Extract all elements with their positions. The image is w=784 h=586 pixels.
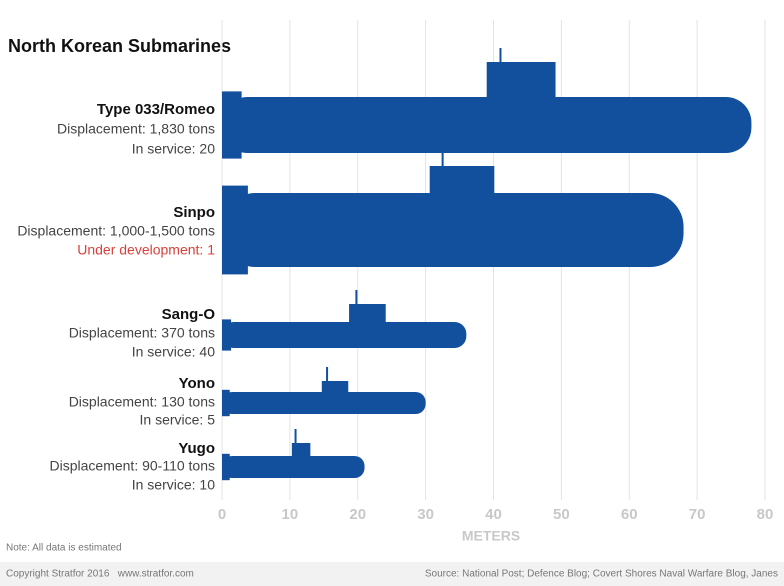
source: Source: National Post; Defence Blog; Cov… [425, 569, 778, 580]
chart-title: North Korean Submarines [8, 36, 231, 56]
x-axis-label: METERS [462, 528, 520, 544]
submarine-detail: In service: 10 [132, 477, 215, 493]
submarine-detail: In service: 40 [132, 344, 215, 360]
submarine-detail: Under development: 1 [77, 242, 215, 258]
x-tick-label: 50 [553, 506, 570, 523]
x-tick-label: 20 [349, 506, 366, 523]
x-tick-label: 10 [282, 506, 299, 523]
x-tick-label: 30 [417, 506, 434, 523]
submarine-name: Type 033/Romeo [97, 101, 215, 118]
x-tick-label: 60 [621, 506, 638, 523]
x-tick-label: 80 [757, 506, 774, 523]
submarine-detail: Displacement: 370 tons [69, 325, 215, 341]
x-tick-label: 70 [689, 506, 706, 523]
submarine-detail: Displacement: 130 tons [69, 394, 215, 410]
stern [222, 453, 230, 481]
stern [222, 319, 232, 351]
labels: Type 033/Romeo Displacement: 1,830 tons In… [17, 101, 215, 493]
submarine-detail: In service: 5 [140, 412, 216, 428]
x-tick-label: 40 [485, 506, 502, 523]
stern [222, 91, 242, 159]
submarine-name: Sang-O [162, 306, 216, 323]
stern [222, 389, 230, 417]
stern [222, 185, 248, 275]
submarine-detail: Displacement: 1,000-1,500 tons [17, 223, 215, 239]
submarine-detail: In service: 20 [132, 141, 215, 157]
submarine-hull [222, 392, 426, 414]
footer-band [0, 562, 784, 586]
note: Note: All data is estimated [6, 543, 122, 554]
x-tick-label: 0 [218, 506, 226, 523]
submarine-name: Sinpo [173, 204, 215, 221]
submarine-hull [222, 193, 684, 267]
submarine-hull [222, 456, 365, 478]
submarine-hull [222, 97, 752, 153]
submarine-detail: Displacement: 90-110 tons [50, 458, 216, 474]
submarine-hull [222, 322, 467, 348]
submarine-detail: Displacement: 1,830 tons [57, 121, 215, 137]
copyright: Copyright Stratfor 2016 www.stratfor.com [6, 569, 194, 580]
submarine-name: Yono [179, 375, 215, 392]
submarines [222, 48, 752, 481]
submarine-name: Yugo [178, 440, 215, 457]
